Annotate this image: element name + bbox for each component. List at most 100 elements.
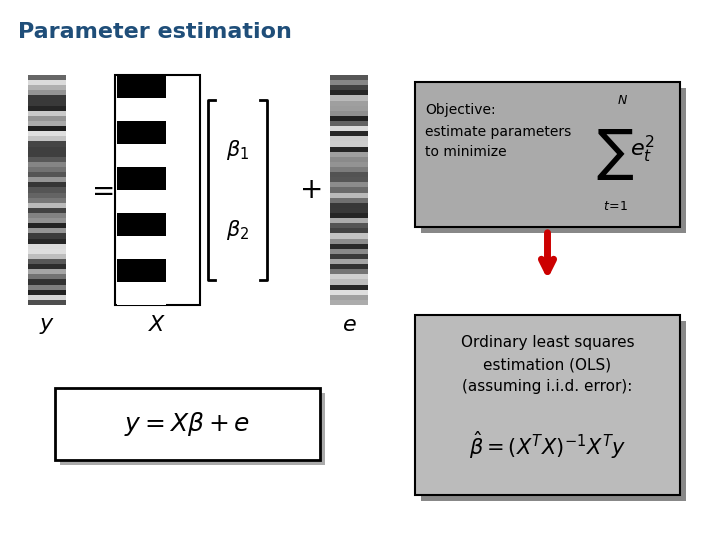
Text: $y$: $y$ <box>39 314 55 336</box>
Bar <box>28 111 66 116</box>
Bar <box>330 269 368 274</box>
Bar <box>330 208 368 213</box>
Text: $X$: $X$ <box>148 314 167 336</box>
Bar <box>415 82 680 227</box>
Bar <box>28 131 66 136</box>
Bar <box>117 282 166 305</box>
Bar <box>117 121 166 144</box>
Bar <box>330 239 368 244</box>
Bar <box>28 300 66 305</box>
Bar <box>28 183 66 187</box>
Bar <box>28 162 66 167</box>
Bar <box>28 157 66 162</box>
Bar <box>28 279 66 285</box>
Bar <box>330 193 368 198</box>
Bar <box>330 228 368 233</box>
Text: estimation (OLS): estimation (OLS) <box>483 357 611 373</box>
Bar <box>330 285 368 289</box>
Bar <box>28 249 66 254</box>
Bar <box>28 75 66 80</box>
Text: $e$: $e$ <box>342 314 356 336</box>
Bar <box>330 218 368 223</box>
Bar <box>28 167 66 172</box>
Bar <box>28 269 66 274</box>
Bar <box>60 393 325 465</box>
Bar <box>330 295 368 300</box>
Bar <box>330 183 368 187</box>
Bar <box>28 152 66 157</box>
Text: (assuming i.i.d. error):: (assuming i.i.d. error): <box>462 380 633 395</box>
Bar <box>330 289 368 295</box>
Bar <box>28 264 66 269</box>
Bar <box>28 172 66 177</box>
Bar <box>28 187 66 193</box>
Bar <box>330 177 368 183</box>
Bar <box>28 116 66 121</box>
Text: $y = X\beta + e$: $y = X\beta + e$ <box>125 410 251 438</box>
Bar <box>330 249 368 254</box>
Bar <box>28 203 66 208</box>
Bar <box>117 259 166 282</box>
Bar <box>330 90 368 96</box>
Bar <box>28 218 66 223</box>
Bar <box>330 213 368 218</box>
Bar <box>55 388 320 460</box>
Bar <box>330 116 368 121</box>
Bar <box>28 80 66 85</box>
Text: $e_t^2$: $e_t^2$ <box>629 134 654 165</box>
Bar <box>330 126 368 131</box>
Bar <box>330 131 368 136</box>
Bar <box>330 141 368 146</box>
Bar <box>28 208 66 213</box>
Bar <box>421 88 686 233</box>
Bar <box>330 300 368 305</box>
Bar <box>330 157 368 162</box>
Bar <box>28 85 66 90</box>
Bar <box>330 264 368 269</box>
Bar <box>330 75 368 80</box>
Text: $\hat{\beta} = (X^T X)^{-1} X^T y$: $\hat{\beta} = (X^T X)^{-1} X^T y$ <box>469 429 626 461</box>
Bar <box>28 136 66 141</box>
Bar <box>28 254 66 259</box>
Bar <box>330 152 368 157</box>
Bar <box>28 126 66 131</box>
Bar <box>28 233 66 239</box>
Bar <box>117 213 166 236</box>
Text: Parameter estimation: Parameter estimation <box>18 22 292 42</box>
Bar <box>28 274 66 279</box>
Bar <box>330 198 368 203</box>
Bar <box>28 198 66 203</box>
Bar <box>330 244 368 249</box>
Bar <box>330 100 368 106</box>
Bar <box>330 203 368 208</box>
Bar <box>28 223 66 228</box>
Text: Ordinary least squares: Ordinary least squares <box>461 335 634 350</box>
Bar <box>330 279 368 285</box>
Bar <box>117 190 166 213</box>
Text: $\sum$: $\sum$ <box>596 127 634 182</box>
Text: estimate parameters: estimate parameters <box>425 125 571 139</box>
Bar <box>415 315 680 495</box>
Bar <box>28 228 66 233</box>
Text: $+$: $+$ <box>299 176 321 204</box>
Bar <box>28 285 66 289</box>
Bar <box>330 172 368 177</box>
Bar <box>330 274 368 279</box>
Bar <box>28 193 66 198</box>
Bar <box>330 85 368 90</box>
Bar <box>330 106 368 111</box>
Bar <box>330 121 368 126</box>
Bar <box>330 162 368 167</box>
Bar <box>28 289 66 295</box>
Bar <box>28 141 66 146</box>
Bar <box>115 75 200 305</box>
Text: $t\!=\!1$: $t\!=\!1$ <box>603 200 627 213</box>
Bar <box>330 167 368 172</box>
Bar <box>330 223 368 228</box>
Bar <box>117 167 166 190</box>
Bar <box>117 236 166 259</box>
Bar <box>117 144 166 167</box>
Bar <box>117 75 166 98</box>
Bar <box>330 136 368 141</box>
Text: $\beta_1$: $\beta_1$ <box>226 138 249 163</box>
